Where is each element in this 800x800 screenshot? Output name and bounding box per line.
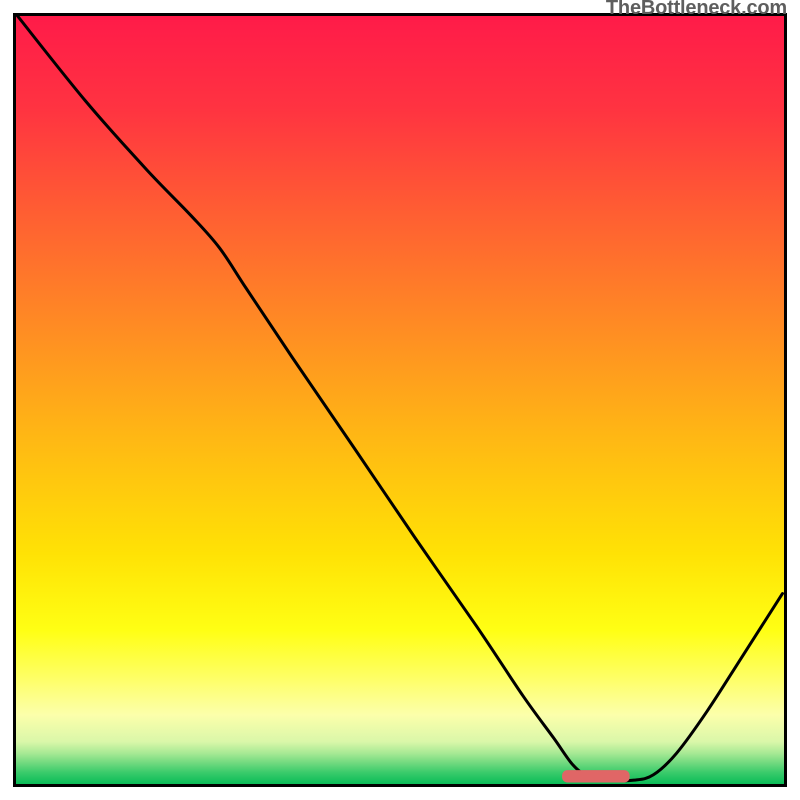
bottleneck-chart — [13, 13, 787, 787]
chart-svg — [16, 16, 784, 784]
watermark-text: TheBottleneck.com — [606, 0, 787, 20]
chart-background — [16, 16, 784, 784]
optimal-marker — [562, 770, 630, 782]
